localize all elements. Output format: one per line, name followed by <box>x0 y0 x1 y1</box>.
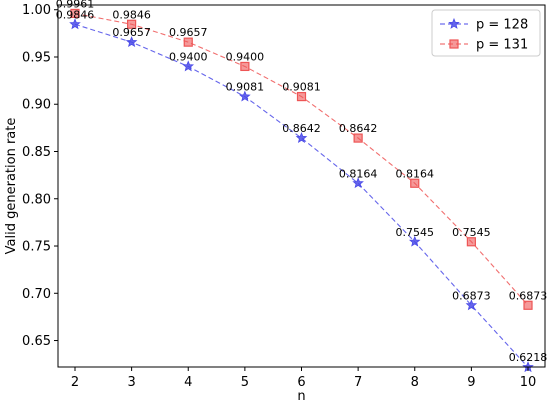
data-label: 0.8642 <box>339 122 378 135</box>
y-tick-label: 0.95 <box>22 50 51 65</box>
data-point <box>408 235 421 247</box>
data-label: 0.7545 <box>396 226 435 239</box>
data-point <box>353 133 363 143</box>
data-point <box>523 300 533 310</box>
y-tick-label: 0.70 <box>22 287 51 302</box>
legend-marker <box>448 17 460 29</box>
y-tick-label: 0.90 <box>22 98 51 113</box>
series-line <box>74 12 529 306</box>
x-tick-label: 7 <box>354 375 362 390</box>
y-tick-label: 0.80 <box>22 192 51 207</box>
data-point <box>125 36 138 48</box>
data-point <box>127 19 137 29</box>
data-label: 0.9657 <box>112 26 151 39</box>
x-axis: 2 3 4 5 6 7 8 9 10 <box>71 367 536 390</box>
legend-label: p = 131 <box>476 38 528 53</box>
y-tick-label: 1.00 <box>22 3 51 18</box>
data-point <box>295 132 308 143</box>
data-label: 0.9657 <box>169 26 208 39</box>
data-label: 0.9400 <box>169 50 208 63</box>
series-0 <box>69 18 534 373</box>
x-tick-label: 5 <box>241 375 249 390</box>
data-label: 0.6873 <box>509 289 548 302</box>
data-point <box>352 177 364 189</box>
data-label: 0.9081 <box>226 81 265 94</box>
data-point <box>296 91 307 102</box>
x-tick-label: 3 <box>127 375 135 390</box>
x-tick-label: 4 <box>184 375 192 390</box>
y-tick-label: 0.85 <box>22 145 51 160</box>
data-label: 0.9081 <box>282 81 321 94</box>
legend: p = 128 p = 131 <box>431 9 541 57</box>
data-label: 0.8164 <box>396 167 435 180</box>
legend-item: p = 131 <box>440 38 528 53</box>
x-axis-title: n <box>297 389 305 404</box>
data-label: 0.7545 <box>452 226 491 239</box>
legend-marker <box>449 39 459 49</box>
data-point <box>183 37 193 47</box>
legend-label: p = 128 <box>476 18 528 33</box>
y-tick-label: 0.75 <box>22 240 51 255</box>
data-label: 0.9846 <box>56 8 95 21</box>
x-tick-label: 2 <box>71 375 79 390</box>
y-tick-label: 0.65 <box>22 334 51 349</box>
x-tick-label: 10 <box>520 375 537 390</box>
data-label: 0.6873 <box>452 289 491 302</box>
data-label: 0.8642 <box>282 122 321 135</box>
series-line <box>74 23 529 368</box>
legend-item: p = 128 <box>440 18 528 33</box>
x-tick-label: 8 <box>411 375 419 390</box>
y-axis: 0.65 0.70 0.75 0.80 0.85 0.90 0.95 1.00 <box>22 3 58 349</box>
data-point <box>465 299 478 311</box>
series-layer <box>69 8 534 373</box>
x-tick-label: 6 <box>297 375 305 390</box>
data-point <box>410 178 420 188</box>
data-point <box>239 90 251 102</box>
data-label: 0.8164 <box>339 167 378 180</box>
data-point <box>182 60 195 72</box>
series-1 <box>70 8 533 310</box>
data-point <box>70 8 80 19</box>
data-labels-layer: 0.9846 0.9657 0.9400 0.9081 0.8642 0.8164 0.75… <box>56 0 548 364</box>
data-label: 0.9400 <box>226 50 265 63</box>
data-point <box>240 61 250 72</box>
plot-frame <box>57 4 546 368</box>
x-tick-label: 9 <box>467 375 475 390</box>
data-point <box>69 18 81 30</box>
data-label: 0.9846 <box>112 8 151 21</box>
data-label: 0.6218 <box>509 351 548 364</box>
y-axis-title: Valid generation rate <box>4 118 19 255</box>
data-point <box>466 237 476 247</box>
